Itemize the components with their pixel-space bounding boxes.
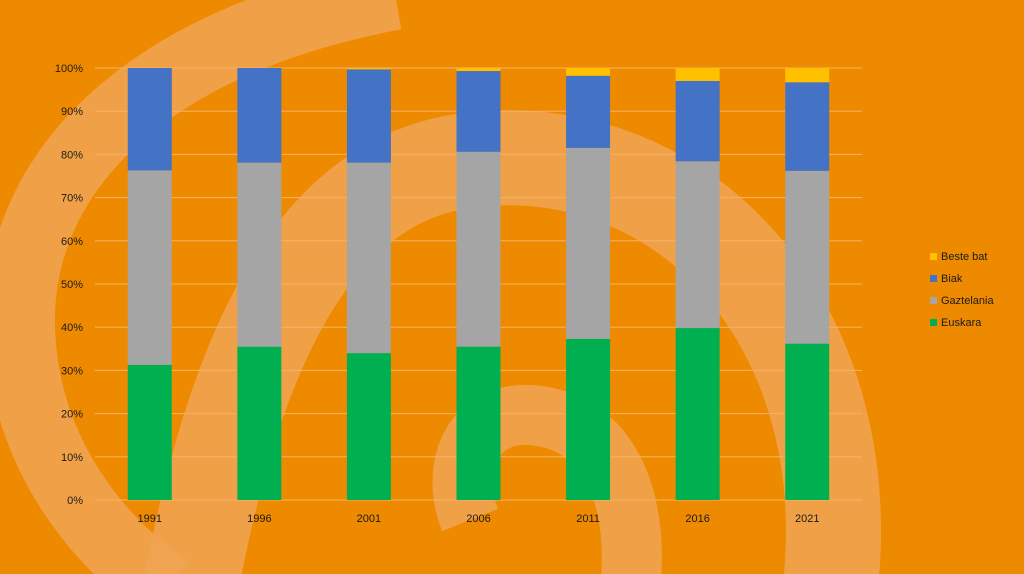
bar-segment-gaztelania-2006 [456, 151, 501, 347]
y-tick-label: 0% [67, 495, 83, 507]
y-tick-label: 60% [61, 236, 83, 248]
bar-segment-beste-bat-2021 [785, 68, 830, 83]
legend-entry-label: Gaztelania [941, 295, 994, 307]
y-axis-ticks: 0% 10% 20% 30% 40% 50% 60% 70% 80% 90% 100% [55, 63, 83, 507]
bar-segment-euskara-2016 [675, 328, 720, 500]
y-tick-label: 90% [61, 106, 83, 118]
bar-segment-biak-2011 [566, 75, 611, 148]
bar-segment-biak-2006 [456, 71, 501, 152]
legend-swatch [930, 319, 937, 326]
x-tick-label: 2021 [795, 513, 819, 525]
bar-segment-gaztelania-2001 [346, 162, 391, 354]
y-tick-label: 10% [61, 452, 83, 464]
x-axis-ticks: 1991 1996 2001 2006 2011 2016 2021 [138, 513, 820, 525]
y-tick-label: 30% [61, 365, 83, 377]
x-tick-label: 2006 [466, 513, 490, 525]
y-tick-label: 20% [61, 409, 83, 421]
bar-segment-gaztelania-2021 [785, 170, 830, 344]
legend: Beste bat Biak Gaztelania Euskara [930, 251, 994, 329]
legend-swatch [930, 253, 937, 260]
bar-segment-beste-bat-2016 [675, 68, 720, 81]
bar-segment-euskara-2006 [456, 346, 501, 500]
legend-entry-label: Euskara [941, 317, 982, 329]
x-tick-label: 1996 [247, 513, 271, 525]
bar-segment-gaztelania-2011 [566, 147, 611, 339]
x-tick-label: 2016 [685, 513, 709, 525]
legend-swatch [930, 275, 937, 282]
bar-segment-biak-1996 [237, 68, 282, 163]
bars [127, 68, 830, 500]
bar-segment-euskara-2001 [346, 353, 391, 500]
bar-segment-beste-bat-2006 [456, 68, 501, 72]
bar-segment-euskara-1996 [237, 346, 282, 500]
bar-segment-beste-bat-2001 [346, 68, 391, 70]
bar-segment-biak-2016 [675, 80, 720, 162]
y-tick-label: 40% [61, 322, 83, 334]
bar-segment-beste-bat-2011 [566, 68, 611, 76]
bar-segment-euskara-2011 [566, 338, 611, 500]
x-tick-label: 2001 [357, 513, 381, 525]
x-tick-label: 1991 [138, 513, 162, 525]
bar-segment-gaztelania-2016 [675, 161, 720, 329]
y-tick-label: 70% [61, 193, 83, 205]
legend-swatch [930, 297, 937, 304]
bar-segment-biak-1991 [127, 68, 172, 171]
x-tick-label: 2011 [576, 513, 600, 525]
legend-entry-label: Beste bat [941, 251, 987, 263]
y-tick-label: 80% [61, 149, 83, 161]
bar-segment-biak-2001 [346, 69, 391, 163]
legend-entry-label: Biak [941, 273, 963, 285]
y-tick-label: 100% [55, 63, 83, 75]
bar-segment-gaztelania-1991 [127, 170, 172, 365]
bar-segment-gaztelania-1996 [237, 162, 282, 347]
bar-segment-biak-2021 [785, 82, 830, 171]
y-tick-label: 50% [61, 279, 83, 291]
bar-segment-euskara-2021 [785, 343, 830, 500]
bar-segment-euskara-1991 [127, 364, 172, 500]
